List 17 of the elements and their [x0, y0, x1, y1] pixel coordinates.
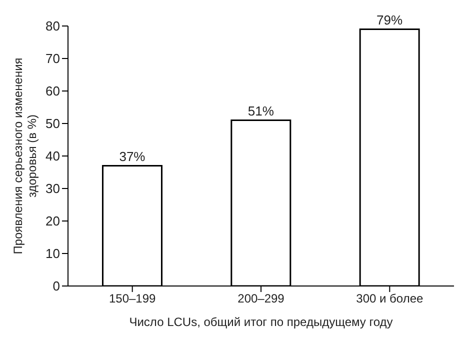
- y-tick-label: 20: [46, 214, 60, 229]
- y-axis-title: Проявления серьезного изменения здоровья (в %): [11, 58, 39, 254]
- x-tick-label: 200–299: [238, 292, 285, 306]
- x-tick-label: 150–199: [108, 292, 156, 306]
- y-tick-label: 70: [46, 51, 60, 66]
- y-tick-label: 30: [46, 181, 60, 196]
- data-label: 37%: [119, 148, 146, 164]
- y-tick-label: 10: [46, 246, 60, 262]
- data-label: 79%: [376, 12, 404, 28]
- x-axis-title: Число LCUs, общий итог по предыдущему году: [129, 315, 393, 329]
- y-tick-label: 0: [52, 278, 60, 294]
- y-tick-label: 40: [46, 148, 60, 164]
- y-tick-label: 80: [46, 18, 60, 34]
- y-tick-label: 50: [46, 116, 60, 132]
- x-tick-label: 300 и более: [356, 292, 424, 306]
- y-tick-label: 60: [46, 84, 60, 99]
- data-label: 51%: [248, 103, 274, 118]
